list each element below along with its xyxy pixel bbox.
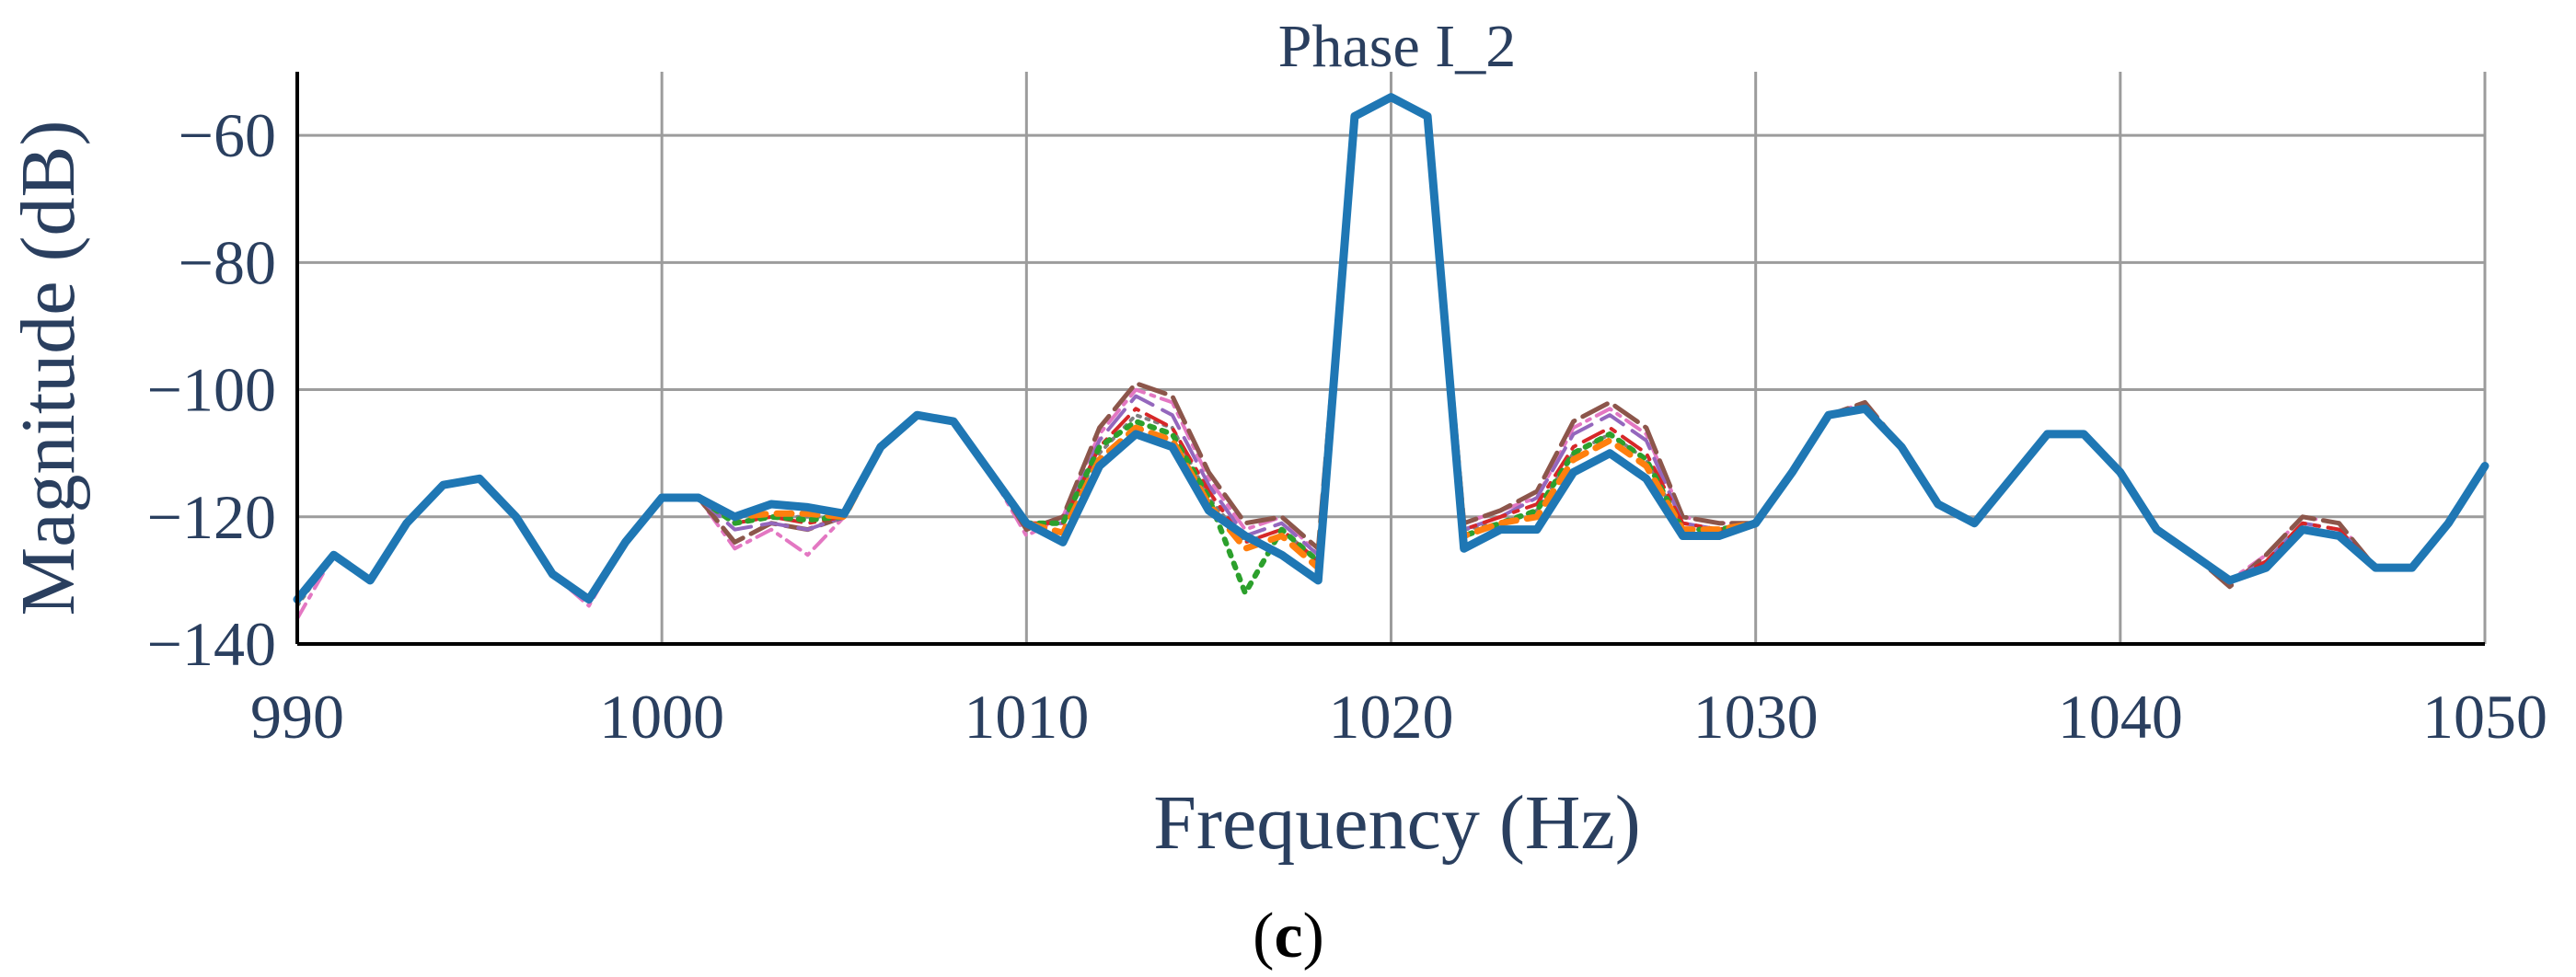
x-tick-label: 1020 <box>1329 682 1454 752</box>
y-tick-label: −100 <box>147 355 276 425</box>
x-tick-label: 1010 <box>964 682 1089 752</box>
series-lines <box>293 93 2489 621</box>
y-tick-label: −120 <box>147 482 276 552</box>
x-tick-labels: 990 1000 1010 1020 1030 1040 1050 <box>250 682 2547 752</box>
caption-close-paren: ) <box>1303 901 1324 971</box>
x-axis-label: Frequency (Hz) <box>1153 780 1640 866</box>
y-tick-label: −140 <box>147 609 276 679</box>
x-tick-label: 1000 <box>599 682 724 752</box>
figure-caption: (c) <box>1253 901 1324 971</box>
y-tick-labels: −60 −80 −100 −120 −140 <box>147 100 276 679</box>
caption-open-paren: ( <box>1253 901 1274 971</box>
axes <box>295 72 2485 646</box>
x-tick-label: 1040 <box>2058 682 2183 752</box>
caption-letter: c <box>1274 901 1302 971</box>
x-tick-label: 1030 <box>1693 682 1819 752</box>
y-tick-label: −80 <box>179 227 276 297</box>
y-tick-label: −60 <box>179 100 276 170</box>
y-axis-label: Magnitude (dB) <box>6 121 91 616</box>
grid-lines <box>297 72 2487 644</box>
x-tick-label: 1050 <box>2422 682 2547 752</box>
chart-title: Phase I_2 <box>1278 13 1516 80</box>
series-line-series-1 <box>293 93 2489 604</box>
x-tick-label: 990 <box>250 682 344 752</box>
